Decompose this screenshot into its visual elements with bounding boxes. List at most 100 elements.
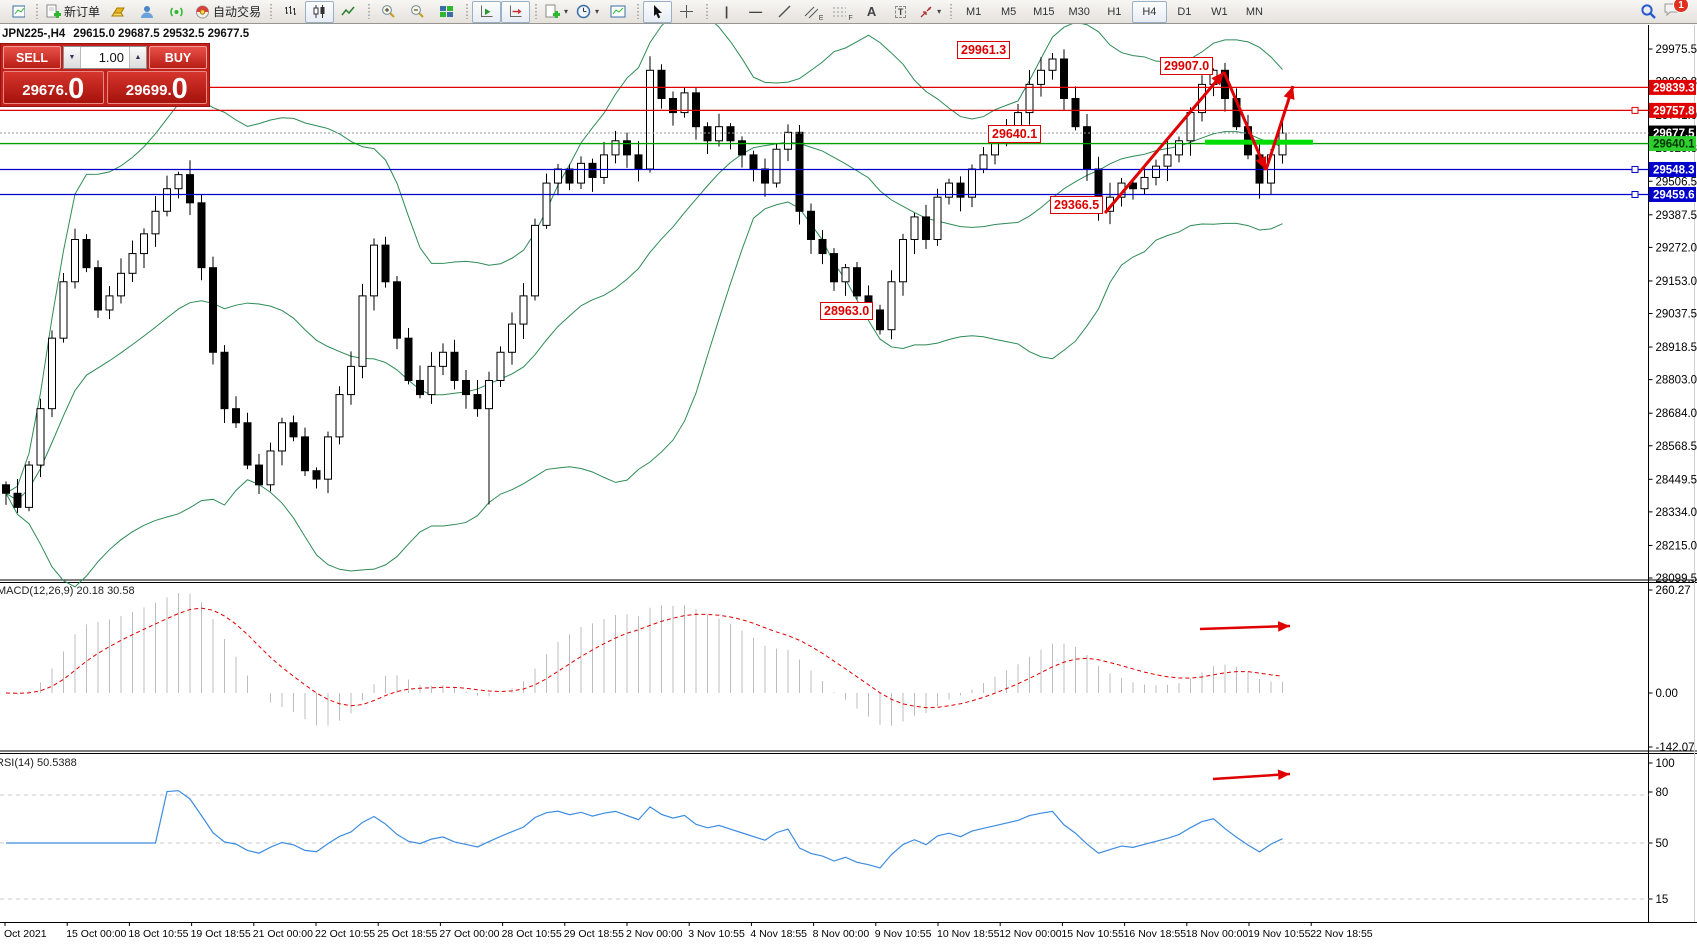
time-axis-label: 12 Nov 00:00 [999, 928, 1062, 940]
crosshair-icon [680, 5, 694, 18]
symbol-info-bar: JPN225-,H4 29615.0 29687.5 29532.5 29677… [2, 28, 249, 40]
cursor-icon [654, 5, 663, 19]
svg-text:29548.3: 29548.3 [1653, 164, 1695, 176]
channel-label: E [818, 14, 824, 22]
vertical-line-tool[interactable]: | [724, 4, 729, 19]
clock-icon [576, 4, 591, 19]
rsi-line [6, 790, 1283, 869]
candlestick-chart-button[interactable] [305, 0, 335, 23]
svg-text:50: 50 [1656, 838, 1669, 850]
new-chart-dropdown[interactable]: ▾ [541, 1, 572, 23]
tab-timeframe-h1[interactable]: H1 [1107, 5, 1122, 18]
macd-histogram [17, 593, 1283, 726]
toolbar-grip [365, 4, 373, 19]
fibonacci-label: F [848, 14, 853, 22]
time-axis-label: 18 Nov 00:00 [1186, 928, 1249, 940]
sell-button[interactable]: SELL [3, 46, 61, 69]
chevron-down-icon: ▾ [937, 7, 942, 16]
sell-price-display[interactable]: 29676. 0 [3, 71, 104, 104]
horizontal-line-tool[interactable]: — [749, 4, 763, 19]
buy-price-display[interactable]: 29699. 0 [106, 71, 207, 104]
zoom-out-button[interactable] [403, 1, 432, 23]
profile-icon[interactable] [133, 1, 162, 23]
svg-text:-142.07: -142.07 [1656, 742, 1695, 754]
auto-scroll-button[interactable] [472, 0, 502, 23]
auto-trading-button[interactable]: 自动交易 [191, 1, 265, 23]
fibonacci-tool[interactable]: F [828, 1, 857, 23]
tab-timeframe-d1[interactable]: D1 [1177, 5, 1192, 18]
price-annotation[interactable]: 29961.3 [957, 41, 1011, 59]
volume-value[interactable]: 1.00 [98, 50, 124, 65]
tab-timeframe-w1[interactable]: W1 [1211, 5, 1228, 18]
auto-trading-label: 自动交易 [213, 5, 262, 19]
support-zone-bar [1205, 139, 1313, 145]
price-annotation[interactable]: 29640.1 [988, 125, 1042, 143]
svg-text:0.00: 0.00 [1656, 688, 1678, 700]
auto-trading-icon [196, 5, 210, 19]
svg-text:80: 80 [1656, 787, 1669, 799]
tab-timeframe-m1[interactable]: M1 [965, 5, 982, 18]
volume-increase-button[interactable]: ▲ [129, 47, 146, 68]
tab-timeframe-m5[interactable]: M5 [1000, 5, 1017, 18]
text-label-tool[interactable]: T [886, 1, 915, 23]
rsi-label: RSI(14) 50.5388 [0, 757, 77, 769]
symbol-name: JPN225-,H4 [2, 28, 66, 40]
svg-text:28803.0: 28803.0 [1656, 375, 1697, 387]
svg-text:28215.0: 28215.0 [1656, 540, 1697, 552]
svg-text:100: 100 [1656, 758, 1675, 770]
volume-decrease-button[interactable]: ▼ [64, 47, 81, 68]
price-annotation[interactable]: 28963.0 [820, 302, 874, 320]
channel-tool[interactable]: E [799, 1, 828, 23]
macd-signal-line [5, 607, 1283, 709]
time-axis-label: 25 Oct 18:55 [377, 928, 437, 940]
tile-windows-button[interactable] [432, 1, 461, 23]
gold-seal-icon[interactable] [104, 1, 133, 23]
arrows-tool-dropdown[interactable]: ▾ [915, 1, 945, 23]
symbol-ohlc: 29615.0 29687.5 29532.5 29677.5 [73, 28, 250, 40]
tab-timeframe-mn[interactable]: MN [1245, 5, 1263, 18]
macd-label: MACD(12,26,9) 20.18 30.58 [0, 585, 135, 597]
time-axis-label: 4 Nov 18:55 [750, 928, 807, 940]
time-axis-label: 10 Nov 18:55 [937, 928, 1000, 940]
buy-button[interactable]: BUY [149, 46, 207, 69]
svg-text:28684.0: 28684.0 [1656, 408, 1697, 420]
time-axis-label: 19 Oct 18:55 [191, 928, 251, 940]
period-clock-dropdown[interactable]: ▾ [572, 1, 603, 23]
svg-text:29459.6: 29459.6 [1653, 189, 1695, 201]
crosshair-tool-button[interactable] [672, 1, 701, 23]
price-annotation[interactable]: 29907.0 [1160, 57, 1214, 75]
trendline-tool[interactable] [770, 1, 799, 23]
svg-text:28918.5: 28918.5 [1656, 342, 1697, 354]
cursor-tool-button[interactable] [643, 0, 673, 23]
tab-timeframe-h4[interactable]: H4 [1131, 0, 1167, 23]
tab-timeframe-m15[interactable]: M15 [1033, 5, 1055, 18]
price-annotation[interactable]: 29366.5 [1050, 196, 1104, 214]
new-order-button[interactable]: 新订单 [42, 1, 104, 23]
toolbar-grip [947, 4, 955, 19]
svg-text:260.27: 260.27 [1656, 585, 1691, 597]
svg-text:29757.8: 29757.8 [1653, 105, 1695, 117]
notification-badge: 1 [1673, 0, 1689, 13]
one-click-trading-panel: SELL ▼ 1.00 ▲ BUY 29676. 0 29699. 0 [0, 43, 210, 107]
toolbar-grip [703, 4, 711, 19]
toolbar-grip [267, 4, 275, 19]
notifications-button[interactable]: 1 [1663, 0, 1689, 22]
bar-chart-button[interactable] [276, 1, 305, 23]
time-axis-label: 8 Nov 00:00 [813, 928, 870, 940]
zoom-in-button[interactable] [374, 1, 403, 23]
toolbar-right-group: 1 [1634, 0, 1695, 23]
signal-icon[interactable] [162, 1, 191, 23]
line-chart-button[interactable] [334, 1, 363, 23]
text-tool[interactable]: A [866, 4, 877, 19]
chart-window-icon[interactable] [2, 1, 31, 23]
chevron-down-icon: ▾ [564, 7, 569, 16]
toolbar-grip [33, 4, 40, 19]
search-button[interactable] [1634, 1, 1663, 23]
tab-timeframe-m30[interactable]: M30 [1068, 5, 1090, 18]
indicators-button[interactable] [603, 1, 632, 23]
svg-text:29640.1: 29640.1 [1653, 139, 1695, 151]
svg-text:28568.5: 28568.5 [1656, 441, 1697, 453]
time-axis-label: 21 Oct 00:00 [253, 928, 313, 940]
chart-shift-button[interactable] [501, 0, 531, 23]
